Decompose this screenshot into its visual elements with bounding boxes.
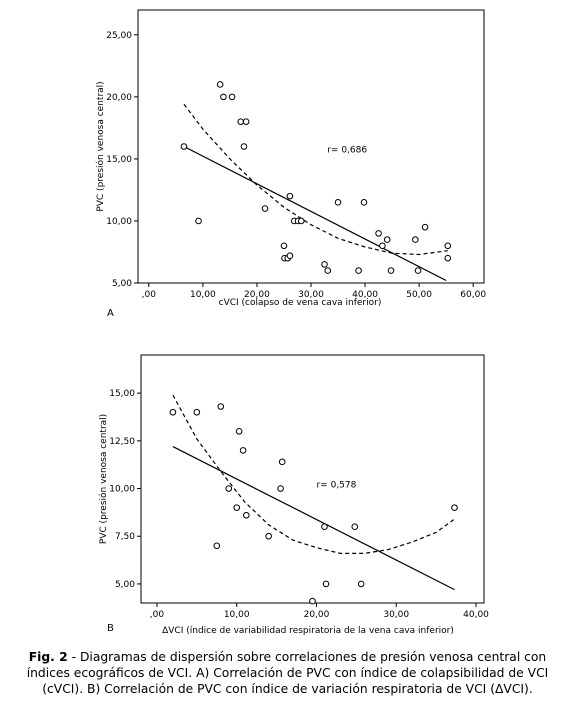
data-point [195, 217, 202, 225]
x-tick-label: 60,00 [460, 290, 486, 300]
plot-frame [140, 354, 485, 604]
data-point [379, 242, 386, 250]
data-point [242, 511, 250, 519]
data-point [265, 532, 272, 540]
data-point [324, 267, 332, 274]
x-tick-label: 40,00 [352, 290, 378, 300]
chart-b-correlation-dvci: ,00 10,00 20,00 30,00 40,00 5,00 7,50 10,00 12,5… [98, 354, 489, 636]
data-point [286, 192, 294, 200]
data-point [239, 447, 247, 454]
linear-fit-line [172, 446, 455, 591]
data-point [242, 118, 250, 125]
data-point [297, 217, 305, 225]
data-point [334, 199, 342, 206]
data-point [278, 458, 286, 466]
data-point [387, 267, 395, 274]
correlation-label: r= 0,686 [327, 146, 367, 156]
x-axis-label: cVCI (colapso de vena cava inferior) [219, 298, 382, 308]
y-axis-label: PVC (presión venosa central) [98, 414, 109, 544]
y-tick-label: 5,00 [115, 580, 135, 590]
data-point [322, 580, 330, 588]
data-point [321, 261, 328, 268]
data-point [220, 93, 227, 101]
data-point [280, 242, 288, 250]
data-point [375, 230, 382, 237]
data-point [360, 199, 368, 206]
data-point [277, 485, 284, 492]
data-point [357, 580, 365, 588]
x-tick-label: 20,00 [304, 610, 330, 620]
plot-frame [137, 9, 485, 284]
y-tick-label: 12,50 [109, 437, 135, 447]
y-tick-label: 7,50 [115, 532, 135, 542]
data-point [355, 267, 362, 274]
x-tick-label: 40,00 [463, 610, 489, 620]
data-point [228, 93, 236, 101]
data-point [237, 118, 245, 125]
quadratic-fit-curve [172, 394, 455, 554]
panel-label: B [107, 623, 114, 634]
y-tick-label: 10,00 [106, 217, 132, 227]
data-point [444, 242, 452, 250]
y-tick-label: 10,00 [109, 485, 135, 495]
data-point [225, 485, 233, 492]
data-point [309, 597, 316, 605]
y-tick-label: 20,00 [106, 93, 132, 103]
data-point [351, 523, 359, 530]
x-tick-label: 50,00 [406, 290, 432, 300]
quadratic-fit-curve [183, 103, 448, 256]
data-point [193, 408, 201, 416]
data-point [180, 143, 188, 150]
linear-fit-line [183, 145, 447, 282]
data-point [217, 403, 225, 410]
data-point [216, 81, 224, 88]
y-tick-label: 15,00 [106, 155, 132, 165]
data-point [233, 504, 241, 511]
data-point [321, 523, 328, 530]
data-point [444, 254, 452, 262]
data-point [421, 223, 429, 231]
data-point [286, 252, 294, 259]
data-point [414, 267, 422, 274]
figure-caption-text: - Diagramas de dispersión sobre correlac… [26, 650, 549, 696]
y-axis-label: PVC (presión venosa central) [95, 81, 106, 211]
x-tick-label: 10,00 [224, 610, 250, 620]
y-tick-label: 15,00 [109, 389, 135, 399]
data-point [235, 428, 243, 435]
data-point [412, 236, 419, 243]
x-tick-label: ,00 [142, 290, 157, 300]
data-point [451, 504, 458, 511]
data-point [169, 408, 177, 416]
y-tick-label: 5,00 [112, 279, 132, 289]
x-tick-label: 20,00 [244, 290, 270, 300]
data-point [213, 542, 221, 550]
chart-a-correlation-cvci: ,00 10,00 20,00 30,00 40,00 50,00 60,00 5,00 10,… [95, 9, 486, 319]
x-tick-label: ,00 [150, 610, 165, 620]
figure-label: Fig. 2 [28, 650, 68, 664]
figure-caption: Fig. 2 - Diagramas de dispersión sobre c… [6, 649, 569, 697]
x-tick-label: 30,00 [383, 610, 409, 620]
data-point [240, 143, 248, 150]
x-tick-label: 10,00 [190, 290, 216, 300]
data-point [383, 236, 391, 243]
y-tick-label: 25,00 [106, 31, 132, 41]
data-point [261, 205, 269, 212]
correlation-label: r= 0,578 [316, 481, 356, 491]
x-axis-label: ΔVCI (índice de variabilidad respiratori… [162, 626, 454, 636]
panel-label: A [107, 308, 114, 319]
x-tick-label: 30,00 [298, 290, 324, 300]
